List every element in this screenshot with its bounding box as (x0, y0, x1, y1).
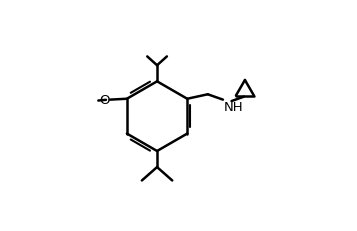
Text: O: O (99, 94, 109, 107)
Text: NH: NH (224, 101, 243, 114)
